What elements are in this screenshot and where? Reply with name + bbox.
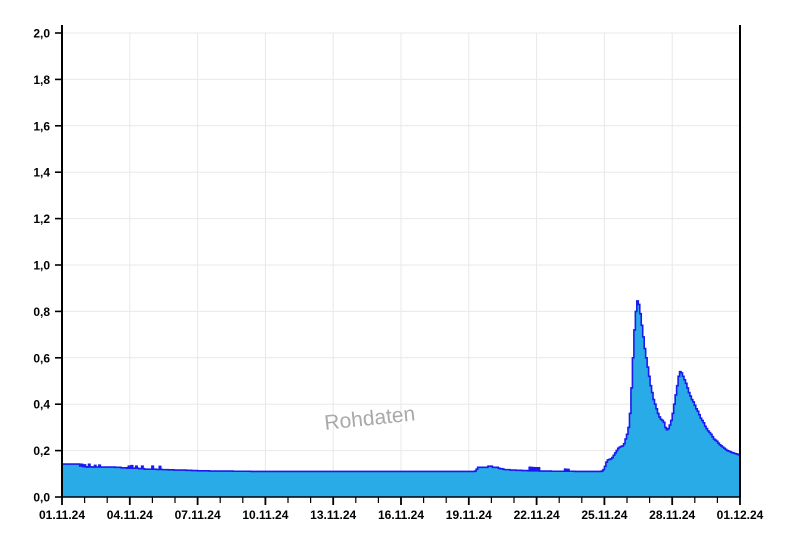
- y-tick-label: 0,6: [33, 351, 50, 365]
- y-tick-label: 0,8: [33, 305, 50, 319]
- x-tick-label: 16.11.24: [378, 508, 424, 522]
- y-tick-label: 0,4: [33, 398, 50, 412]
- series-abfluss: [62, 300, 740, 497]
- y-axis-ticks: 0,0 0,2 0,4 0,6 0,8 1,0 1,2 1,4 1,6 1,8 2,0: [33, 27, 62, 505]
- x-tick-label: 04.11.24: [107, 508, 153, 522]
- area-fill: [62, 300, 740, 497]
- y-tick-label: 1,0: [33, 259, 50, 273]
- y-tick-label: 0,0: [33, 491, 50, 505]
- y-tick-label: 1,6: [33, 119, 50, 133]
- x-tick-label: 22.11.24: [514, 508, 560, 522]
- x-tick-label: 28.11.24: [649, 508, 695, 522]
- x-tick-label: 25.11.24: [581, 508, 627, 522]
- x-tick-label: 19.11.24: [446, 508, 492, 522]
- x-tick-label: 01.11.24: [39, 508, 85, 522]
- x-tick-label: 13.11.24: [310, 508, 356, 522]
- x-tick-label: 10.11.24: [242, 508, 288, 522]
- y-tick-label: 0,2: [33, 444, 50, 458]
- vertical-gridlines: [129, 33, 673, 497]
- y-tick-label: 2,0: [33, 27, 50, 41]
- y-tick-label: 1,2: [33, 212, 50, 226]
- y-tick-label: 1,4: [33, 166, 50, 180]
- x-tick-label: 07.11.24: [175, 508, 221, 522]
- y-tick-label: 1,8: [33, 73, 50, 87]
- series-line: [62, 300, 740, 473]
- x-tick-label: 01.12.24: [717, 508, 764, 522]
- x-axis-ticks: 01.11.24 04.11.24 07.11.24 10.11.24 13.11.24…: [39, 497, 764, 522]
